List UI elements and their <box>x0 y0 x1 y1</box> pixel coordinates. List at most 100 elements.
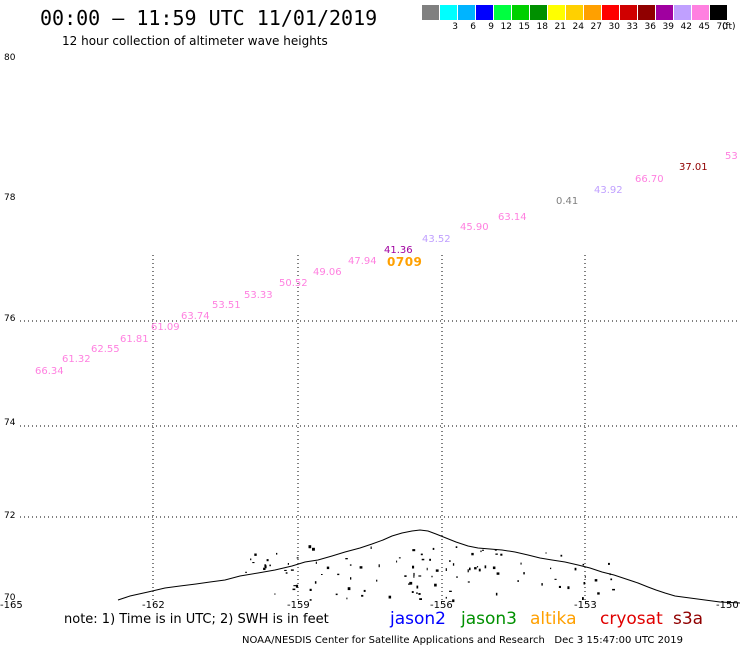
colorbar-swatch <box>422 5 440 20</box>
colorbar-swatch <box>692 5 710 20</box>
wave-height-value: 66.70 <box>635 174 664 185</box>
island-mark <box>378 564 380 568</box>
island-mark <box>435 569 439 572</box>
legend-cryosat: cryosat <box>600 609 663 629</box>
island-mark <box>500 553 503 556</box>
island-mark <box>376 579 378 582</box>
island-mark <box>350 577 352 580</box>
island-mark <box>582 563 585 566</box>
island-mark <box>308 545 312 549</box>
island-mark <box>445 596 447 599</box>
colorbar-tick-label: 45 <box>698 22 710 32</box>
colorbar-tick-label: 21 <box>554 22 566 32</box>
island-mark <box>545 552 547 554</box>
wave-height-value: 47.94 <box>348 256 377 267</box>
legend-jason3: jason3 <box>461 609 517 629</box>
island-mark <box>467 569 469 573</box>
coastline-path <box>117 529 740 604</box>
island-mark <box>412 565 415 569</box>
wave-height-value: 61.32 <box>62 354 91 365</box>
island-mark <box>608 562 610 565</box>
colorbar-tick-label: 9 <box>488 22 494 32</box>
island-mark <box>409 581 413 585</box>
legend-altika: altika <box>530 609 577 629</box>
colorbar-swatch <box>530 5 548 20</box>
colorbar-tick-label: 36 <box>644 22 656 32</box>
island-mark <box>345 558 348 560</box>
island-mark <box>266 559 269 562</box>
colorbar-swatch <box>584 5 602 20</box>
colorbar-swatch <box>458 5 476 20</box>
island-mark <box>252 562 255 564</box>
colorbar-tick-label: 42 <box>680 22 692 32</box>
colorbar-swatch <box>710 5 728 20</box>
island-mark <box>285 572 288 574</box>
island-mark <box>293 585 297 587</box>
island-mark <box>396 560 398 563</box>
island-mark <box>560 554 563 557</box>
island-mark <box>478 568 481 572</box>
lon-label-162: -162 <box>142 600 165 611</box>
wave-height-value: 53.51 <box>212 300 241 311</box>
island-mark <box>455 546 458 548</box>
island-mark <box>610 578 613 581</box>
island-mark <box>349 564 352 566</box>
colorbar-tick-label: 3 <box>452 22 458 32</box>
credit-text: NOAA/NESDIS Center for Satellite Applica… <box>242 635 545 646</box>
island-mark <box>434 583 437 587</box>
island-mark <box>269 564 271 567</box>
island-mark <box>250 558 252 561</box>
colorbar-tick-label: 15 <box>518 22 530 32</box>
island-mark <box>456 576 458 578</box>
island-mark <box>416 592 418 594</box>
island-mark <box>335 593 338 596</box>
island-mark <box>523 572 525 575</box>
colorbar-tick-label: 30 <box>608 22 620 32</box>
lon-label-150: -150 <box>716 600 739 611</box>
lat-lon-grid <box>20 255 740 600</box>
colorbar-swatch <box>674 5 692 20</box>
island-mark <box>494 549 497 551</box>
wave-height-value: 62.55 <box>91 344 120 355</box>
island-mark <box>361 594 364 597</box>
island-mark <box>412 549 416 552</box>
colorbar-tick-label: 70 <box>716 22 728 32</box>
island-mark <box>346 597 348 600</box>
island-mark <box>413 572 415 576</box>
island-mark <box>426 567 428 571</box>
island-mark <box>449 560 451 562</box>
colorbar-swatch <box>566 5 584 20</box>
island-mark <box>408 583 411 585</box>
island-mark <box>541 583 543 586</box>
island-mark <box>254 553 257 556</box>
island-mark <box>495 553 498 555</box>
wave-height-value: 43.92 <box>594 185 623 196</box>
island-mark <box>449 590 452 592</box>
colorbar-swatch <box>620 5 638 20</box>
colorbar-tick-label: 24 <box>572 22 584 32</box>
colorbar-tick-label: 6 <box>470 22 476 32</box>
island-mark <box>287 563 289 565</box>
legend-s3a: s3a <box>673 609 704 629</box>
colorbar-swatch <box>476 5 494 20</box>
units-note: note: 1) Time is in UTC; 2) SWH is in fe… <box>64 612 329 627</box>
colorbar-swatch <box>656 5 674 20</box>
island-mark <box>474 567 477 570</box>
wave-height-value: 37.01 <box>679 162 708 173</box>
island-mark <box>558 585 561 588</box>
island-mark <box>326 566 330 570</box>
island-mark <box>520 562 522 565</box>
island-mark <box>452 599 455 603</box>
wave-height-value: 53 <box>725 151 738 162</box>
island-mark <box>292 588 296 591</box>
wave-height-value: 50.52 <box>279 278 308 289</box>
colorbar-swatch <box>548 5 566 20</box>
colorbar-tick-label: 12 <box>500 22 512 32</box>
island-mark <box>312 547 315 551</box>
island-mark <box>452 563 455 566</box>
lat-label-80: 80 <box>4 53 16 63</box>
map-title: 00:00 — 11:59 UTC 11/01/2019 <box>40 6 378 30</box>
island-mark <box>321 574 323 575</box>
island-mark <box>484 565 487 569</box>
island-mark <box>404 575 407 577</box>
